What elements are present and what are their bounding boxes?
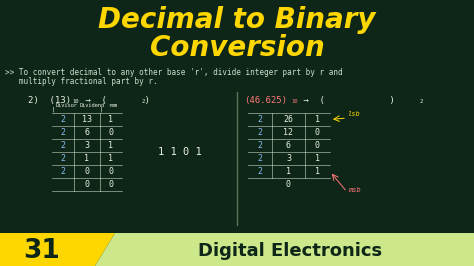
Text: 0: 0 [109,180,113,189]
Text: Dividend: Dividend [80,103,105,108]
Text: >> To convert decimal to any other base 'r', divide integer part by r and: >> To convert decimal to any other base … [5,68,343,77]
Polygon shape [0,233,115,266]
Text: 2)  (13): 2) (13) [28,96,71,105]
Text: 0: 0 [109,167,113,176]
Text: 1: 1 [109,154,113,163]
Text: →  (            ): → ( ) [298,96,395,105]
Text: 1: 1 [84,154,90,163]
Text: 6: 6 [286,141,291,150]
Text: Digital Electronics: Digital Electronics [198,242,382,260]
Text: 6: 6 [84,128,90,137]
Text: 3: 3 [84,141,90,150]
Text: lsb: lsb [348,111,361,117]
Text: 2: 2 [61,115,65,124]
Text: 2: 2 [61,167,65,176]
Text: 2: 2 [61,154,65,163]
Text: 26: 26 [283,115,293,124]
Text: 0: 0 [315,128,320,137]
Text: 12: 12 [283,128,293,137]
Text: 31: 31 [24,238,61,264]
Text: 13: 13 [82,115,92,124]
Text: 0: 0 [84,167,90,176]
Text: 2: 2 [257,128,263,137]
Text: |: | [100,107,103,113]
Text: 1: 1 [315,115,320,124]
Text: 1 1 0 1: 1 1 0 1 [158,147,202,157]
Text: 1: 1 [315,167,320,176]
Text: Conversion: Conversion [150,34,324,62]
Text: 1: 1 [109,115,113,124]
Text: 2: 2 [420,99,423,104]
Text: |: | [52,107,55,113]
Text: msb: msb [348,187,361,193]
Text: 2: 2 [61,141,65,150]
Text: Divisor: Divisor [56,103,78,108]
Text: 0: 0 [109,128,113,137]
Text: 0: 0 [315,141,320,150]
Text: 2: 2 [257,115,263,124]
Text: 2: 2 [142,99,145,104]
Text: 1: 1 [315,154,320,163]
Text: 0: 0 [286,180,291,189]
Text: rem: rem [108,103,118,108]
Text: Decimal to Binary: Decimal to Binary [98,6,376,34]
Text: 1: 1 [109,141,113,150]
Text: multiply fractional part by r.: multiply fractional part by r. [5,77,158,86]
Polygon shape [95,233,474,266]
Text: 2: 2 [257,154,263,163]
Text: (46.625): (46.625) [244,96,287,105]
Text: 2: 2 [257,141,263,150]
Text: 10: 10 [72,99,79,104]
Text: 2: 2 [257,167,263,176]
Text: 0: 0 [84,180,90,189]
Text: 10: 10 [291,99,298,104]
Text: 3: 3 [286,154,291,163]
Text: 2: 2 [61,128,65,137]
Text: →  (       ): → ( ) [80,96,150,105]
Text: 1: 1 [286,167,291,176]
